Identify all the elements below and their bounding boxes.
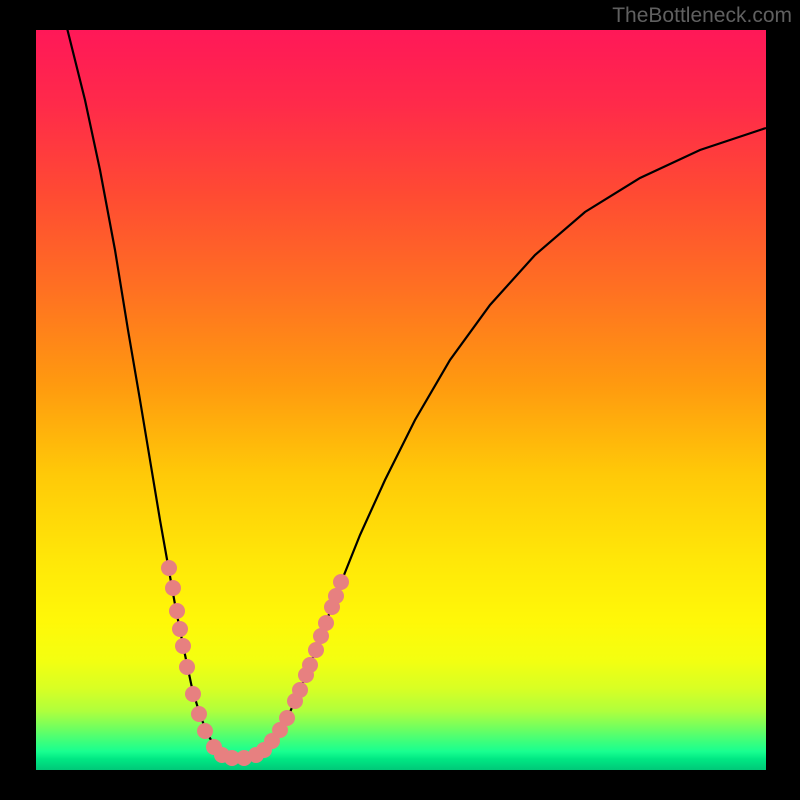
data-marker: [279, 710, 295, 726]
curve-svg: [0, 0, 800, 800]
data-marker: [197, 723, 213, 739]
data-marker: [308, 642, 324, 658]
data-marker: [172, 621, 188, 637]
data-marker: [328, 588, 344, 604]
data-marker: [161, 560, 177, 576]
data-marker: [179, 659, 195, 675]
data-marker: [292, 682, 308, 698]
data-marker: [175, 638, 191, 654]
data-marker: [302, 657, 318, 673]
data-marker: [318, 615, 334, 631]
data-marker: [169, 603, 185, 619]
data-marker: [185, 686, 201, 702]
curve-right-branch: [240, 128, 766, 759]
curve-left-branch: [60, 0, 240, 759]
data-marker: [333, 574, 349, 590]
data-marker: [165, 580, 181, 596]
watermark-text: TheBottleneck.com: [612, 4, 792, 28]
data-marker: [191, 706, 207, 722]
